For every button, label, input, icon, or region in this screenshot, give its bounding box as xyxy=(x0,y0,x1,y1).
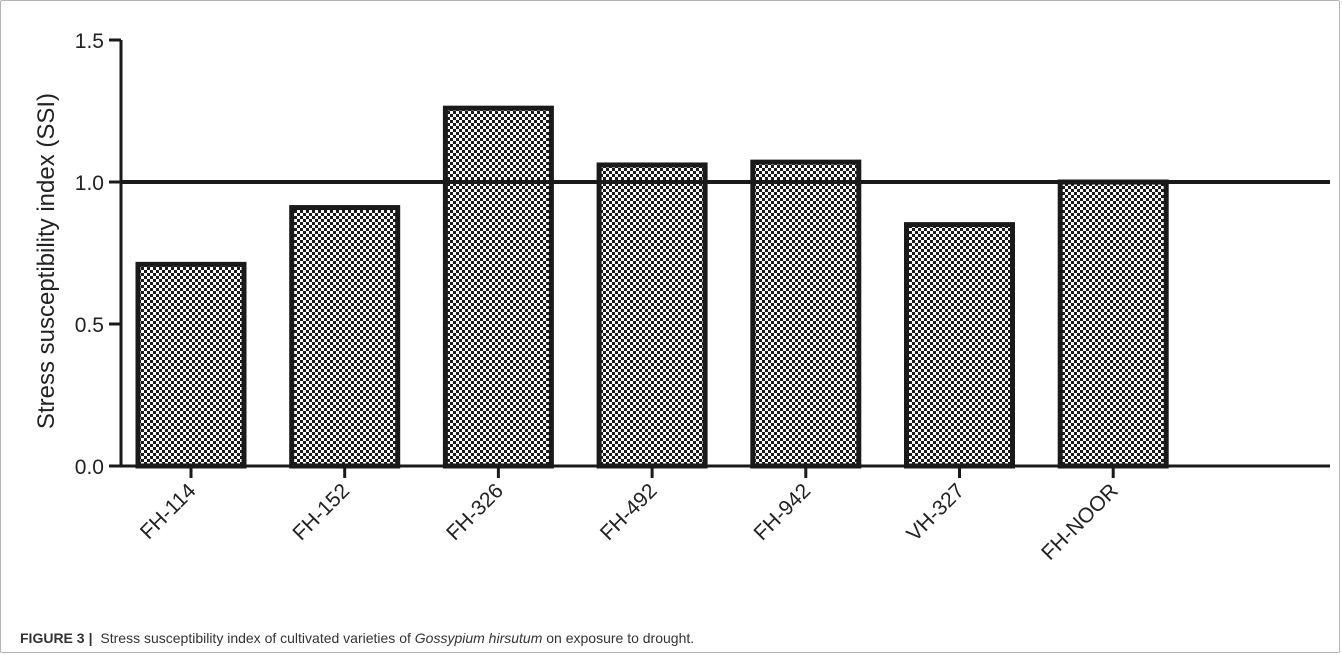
bar-chart: 0.0 0.5 1.0 1.5 FH-114 FH-152 FH-326 FH-492 FH-9… xyxy=(33,30,1330,565)
y-tick-label: 0.5 xyxy=(75,314,104,337)
y-tick-label: 1.5 xyxy=(75,30,104,53)
caption-text-before: Stress susceptibility index of cultivate… xyxy=(100,630,411,646)
bar-fh-noor xyxy=(1057,179,1169,469)
x-tick-label-fh-noor: FH-NOOR xyxy=(1037,479,1123,565)
x-tick-label-fh-492: FH-492 xyxy=(596,479,662,545)
caption-separator: | xyxy=(88,630,93,646)
x-tick-label-fh-114: FH-114 xyxy=(136,479,201,544)
caption-species: Gossypium hirsutum xyxy=(414,630,543,646)
bars-layer xyxy=(135,105,1169,469)
x-tick-label-fh-942: FH-942 xyxy=(750,479,816,545)
figure-caption: FIGURE 3 | Stress susceptibility index of… xyxy=(20,630,694,646)
y-axis-label: Stress susceptibility index (SSI) xyxy=(33,93,60,429)
x-tick-label-vh-327: VH-327 xyxy=(902,479,969,546)
y-tick-label: 1.0 xyxy=(75,172,104,195)
bar-fh-492 xyxy=(596,162,708,469)
bar-vh-327 xyxy=(904,222,1015,469)
axes xyxy=(109,38,1330,478)
bar-fh-114 xyxy=(135,261,247,469)
x-tick-label-fh-326: FH-326 xyxy=(442,479,508,545)
y-tick-label: 0.0 xyxy=(75,456,104,479)
x-tick-label-fh-152: FH-152 xyxy=(288,479,354,545)
bar-fh-326 xyxy=(442,105,554,469)
bar-fh-942 xyxy=(750,159,862,469)
caption-text-after: on exposure to drought. xyxy=(546,630,695,646)
caption-figure-label: FIGURE 3 xyxy=(20,630,85,646)
bar-fh-152 xyxy=(289,205,401,469)
